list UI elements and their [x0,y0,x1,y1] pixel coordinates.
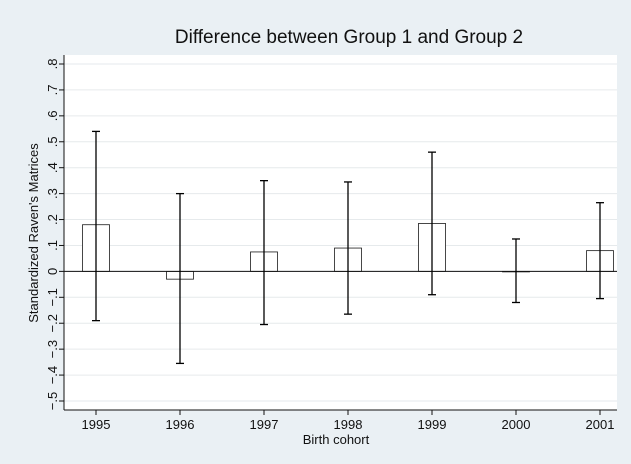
y-tick-label: −.3 [45,340,60,358]
error-bar [260,180,268,326]
y-axis-label: Standardized Raven's Matrices [26,143,41,323]
x-tick-label: 1995 [82,417,111,432]
error-bar [344,181,352,315]
chart-title: Difference between Group 1 and Group 2 [175,27,523,48]
error-bar [92,130,100,322]
x-tick-label: 1996 [166,417,195,432]
x-tick-label: 2001 [586,417,615,432]
y-tick-label: 0 [45,268,60,275]
y-tick-label: .3 [45,188,60,199]
y-tick-label: −.5 [45,392,60,410]
x-tick-label: 2000 [502,417,531,432]
y-axis-ticks: −.5 −.4 −.3 −.2 −.1 0 .1 .2 .3 .4 .5 .6 .7 .8 [45,59,64,410]
y-tick-label: .8 [45,59,60,70]
plot-area [64,55,617,410]
y-tick-label: .1 [45,240,60,251]
y-tick-label: −.4 [45,366,60,384]
y-tick-label: −.2 [45,314,60,332]
x-tick-label: 1997 [250,417,279,432]
y-tick-label: .4 [45,162,60,173]
y-tick-label: .5 [45,136,60,147]
x-tick-label: 1998 [334,417,363,432]
error-bar [176,192,184,365]
x-axis-label: Birth cohort [303,432,370,447]
axes [63,55,617,411]
y-tick-label: .6 [45,110,60,121]
y-tick-label: −.1 [45,288,60,306]
error-bar [512,238,520,304]
error-bar [428,151,436,296]
x-tick-label: 1999 [418,417,447,432]
error-bars [92,130,604,365]
y-tick-label: .7 [45,85,60,96]
y-tick-label: .2 [45,214,60,225]
x-axis-ticks: 1995 1996 1997 1998 1999 2000 2001 [82,410,615,432]
error-bar [596,202,604,300]
